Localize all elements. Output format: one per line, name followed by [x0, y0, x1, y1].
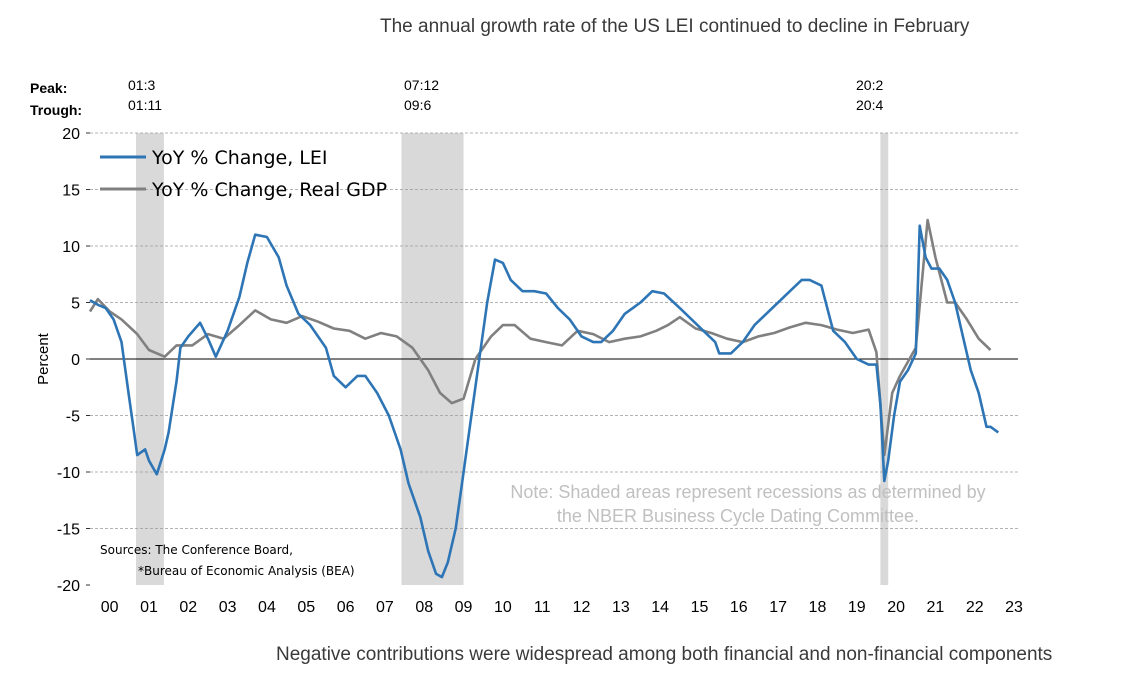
x-tick-label: 10 [494, 599, 512, 616]
x-tick-label: 22 [966, 599, 984, 616]
y-tick-label: 0 [71, 352, 80, 369]
trough-label: Trough: [30, 102, 83, 118]
peak-label: Peak: [30, 80, 68, 96]
x-tick-label: 12 [573, 599, 591, 616]
x-tick-label: 08 [415, 599, 433, 616]
y-tick-label: 15 [62, 183, 80, 200]
x-tick-label: 23 [1005, 599, 1023, 616]
note-line-2: the NBER Business Cycle Dating Committee… [557, 506, 919, 526]
recession-2-trough: 09:6 [404, 97, 432, 113]
y-tick-label: -20 [57, 578, 80, 595]
chart-subtitle: Negative contributions were widespread a… [276, 644, 1053, 665]
x-tick-label: 21 [927, 599, 945, 616]
y-tick-label: -10 [57, 465, 80, 482]
x-tick-label: 07 [376, 599, 394, 616]
legend-label-1: YoY % Change, LEI [151, 147, 327, 169]
x-tick-label: 13 [612, 599, 630, 616]
y-tick-label: -15 [57, 522, 80, 539]
x-tick-label: 03 [219, 599, 237, 616]
x-tick-label: 06 [337, 599, 355, 616]
sources-line-1: Sources: The Conference Board, [100, 543, 293, 557]
recession-2-peak: 07:12 [404, 77, 440, 93]
y-tick-label: 10 [62, 239, 80, 256]
recession-1-peak: 01:3 [128, 77, 156, 93]
lei-line [89, 224, 1000, 579]
x-tick-label: 20 [887, 599, 905, 616]
x-tick-label: 16 [730, 599, 748, 616]
y-tick-label: -5 [66, 409, 80, 426]
legend-label-2: YoY % Change, Real GDP [151, 179, 387, 201]
x-tick-label: 05 [297, 599, 315, 616]
y-tick-label: 5 [71, 296, 80, 313]
x-tick-label: 01 [140, 599, 158, 616]
x-tick-label: 18 [809, 599, 827, 616]
recession-3-trough: 20:4 [856, 97, 884, 113]
x-tick-label: 14 [651, 599, 669, 616]
x-tick-label: 11 [534, 599, 551, 616]
y-tick-label: 20 [62, 126, 80, 143]
y-axis-label: Percent [35, 332, 52, 385]
x-tick-label: 02 [179, 599, 197, 616]
note-line-1: Note: Shaded areas represent recessions … [510, 482, 985, 502]
chart-title: The annual growth rate of the US LEI con… [380, 16, 970, 37]
recession-3-peak: 20:2 [856, 77, 884, 93]
x-tick-label: 00 [101, 599, 119, 616]
x-tick-label: 15 [691, 599, 709, 616]
x-tick-label: 17 [769, 599, 787, 616]
x-tick-label: 19 [848, 599, 866, 616]
x-tick-label: 09 [455, 599, 473, 616]
sources-line-2: *Bureau of Economic Analysis (BEA) [138, 564, 355, 578]
recession-1-trough: 01:11 [128, 97, 162, 113]
x-tick-label: 04 [258, 599, 276, 616]
